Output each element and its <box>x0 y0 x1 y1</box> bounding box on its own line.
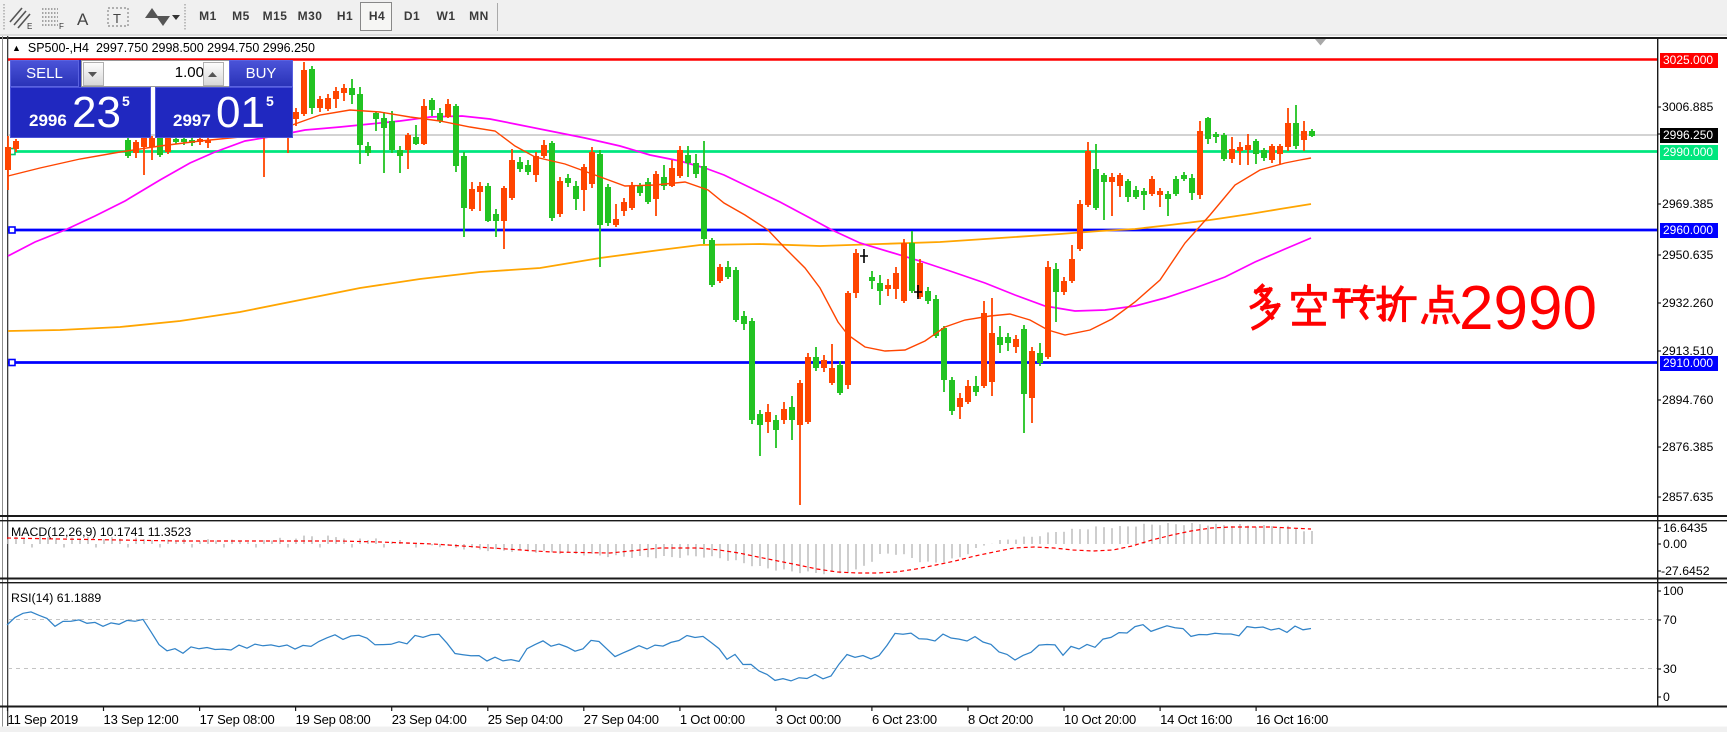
svg-text:2990: 2990 <box>1459 274 1597 343</box>
svg-text:T: T <box>113 11 121 26</box>
svg-text:A: A <box>77 10 89 29</box>
svg-text:E: E <box>27 22 32 31</box>
svg-text:F: F <box>59 22 64 31</box>
